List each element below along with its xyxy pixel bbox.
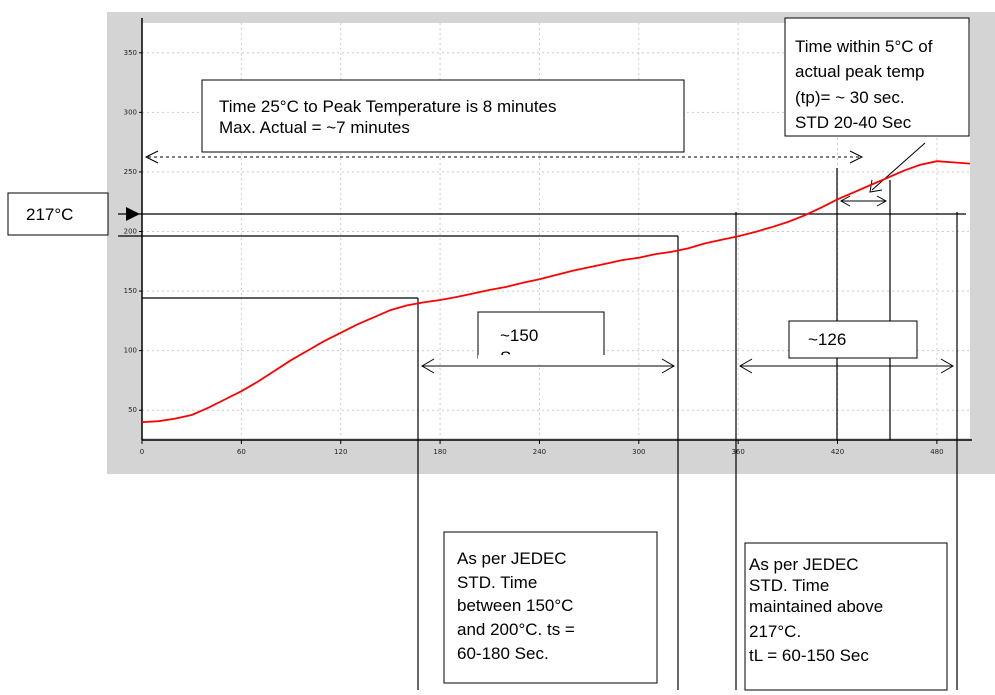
jedec-liquidus-line-5: tL = 60-150 Sec — [749, 646, 869, 665]
soak-duration-box — [477, 311, 605, 359]
jedec-soak-line-5: 60-180 Sec. — [457, 644, 549, 663]
time-to-peak-line-1: Time 25°C to Peak Temperature is 8 minut… — [219, 97, 557, 116]
y-tick-label: 300 — [124, 108, 137, 116]
jedec-liquidus-line-4: 217°C. — [749, 622, 801, 641]
jedec-soak-line-1: As per JEDEC — [457, 549, 567, 568]
jedec-soak-line-2: STD. Time — [457, 573, 537, 592]
callouts: 217°C Time 25°C to Peak Temperature is 8… — [7, 17, 970, 691]
series-line-temperature — [141, 160, 971, 423]
y-tick-label: 350 — [124, 49, 137, 57]
peak-window-box — [784, 17, 970, 137]
reference-lines — [118, 168, 966, 690]
peak-window-line-3: (tp)= ~ 30 sec. — [795, 88, 905, 107]
above-217-duration-box — [788, 320, 918, 359]
above-217-duration-value: ~126 — [808, 330, 846, 349]
peak-window-line-4: STD 20-40 Sec — [795, 113, 912, 132]
jedec-liquidus-line-2: STD. Time — [749, 576, 829, 595]
x-tick-label: 480 — [930, 448, 943, 456]
x-tick-label: 360 — [731, 448, 744, 456]
jedec-liquidus-line-1: As per JEDEC — [749, 555, 859, 574]
jedec-liquidus-box — [744, 542, 948, 691]
label-217-box — [7, 192, 109, 236]
x-tick-label: 420 — [831, 448, 844, 456]
x-tick-label: 240 — [533, 448, 546, 456]
y-tick-label: 50 — [128, 406, 137, 414]
x-tick-label: 120 — [334, 448, 347, 456]
x-tick-label: 60 — [237, 448, 246, 456]
jedec-soak-box — [443, 531, 658, 684]
y-tick-label: 200 — [124, 228, 137, 236]
jedec-liquidus-line-3: maintained above — [749, 597, 883, 616]
time-to-peak-arrow — [144, 150, 864, 164]
peak-window-line-1: Time within 5°C of — [795, 37, 933, 56]
y-tick-label: 100 — [124, 347, 137, 355]
jedec-soak-line-4: and 200°C. ts = — [457, 620, 575, 639]
peak-window-line-2: actual peak temp — [795, 62, 924, 81]
time-to-peak-line-2: Max. Actual = ~7 minutes — [219, 118, 410, 137]
x-tick-label: 180 — [433, 448, 446, 456]
x-tick-label: 0 — [140, 448, 144, 456]
jedec-soak-line-3: between 150°C — [457, 596, 573, 615]
time-to-peak-box — [201, 79, 685, 153]
span-arrows — [421, 142, 954, 374]
y-tick-label: 150 — [124, 287, 137, 295]
soak-duration-mask — [478, 355, 605, 364]
soak-duration-value: ~150 — [500, 326, 538, 345]
x-tick-label: 300 — [632, 448, 645, 456]
label-217-text: 217°C — [26, 205, 73, 224]
arrow-217-marker — [126, 207, 140, 221]
y-tick-label: 250 — [124, 168, 137, 176]
